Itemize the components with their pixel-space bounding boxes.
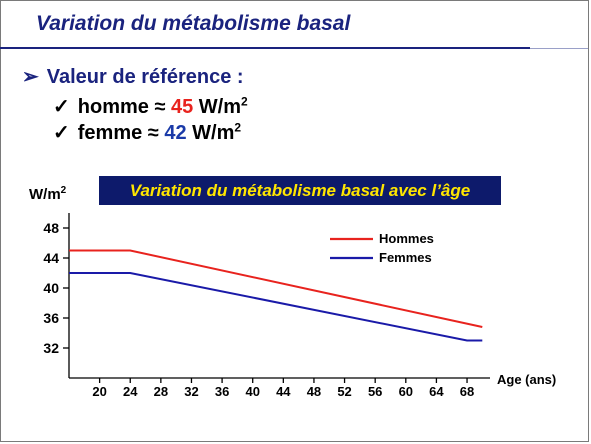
- homme-label: homme ≈: [77, 96, 166, 118]
- femme-unit-exponent: 2: [234, 120, 242, 135]
- bullet-reference: ➢ Valeur de référence :: [22, 64, 244, 89]
- x-tick-label: 40: [245, 384, 259, 399]
- x-tick-label: 48: [307, 384, 321, 399]
- y-tick-label: 36: [43, 310, 59, 326]
- chart-title: Variation du métabolisme basal avec l’âg…: [99, 176, 501, 205]
- title-rule: [0, 47, 530, 49]
- x-tick-label: 52: [337, 384, 351, 399]
- x-tick-label: 24: [123, 384, 138, 399]
- series-line-femmes: [69, 272, 483, 342]
- x-tick-label: 44: [276, 384, 291, 399]
- y-axis-label: W/m2: [29, 185, 66, 203]
- slide-title: Variation du métabolisme basal: [36, 12, 351, 35]
- check-icon: ✓: [53, 96, 70, 118]
- homme-unit-exponent: 2: [241, 94, 248, 109]
- x-tick-label: 56: [368, 384, 382, 399]
- y-tick-label: 48: [43, 220, 59, 236]
- bullet-homme: ✓ homme ≈ 45 W/m2: [53, 94, 248, 119]
- x-tick-label: 20: [92, 384, 106, 399]
- legend-label-hommes: Hommes: [379, 231, 434, 246]
- femme-label: femme ≈: [77, 122, 159, 144]
- arrow-bullet-icon: ➢: [22, 66, 39, 88]
- x-tick-label: 64: [429, 384, 444, 399]
- y-axis-label-text: W/m: [29, 186, 61, 203]
- x-tick-label: 36: [215, 384, 229, 399]
- title-rule-tail: [530, 48, 588, 49]
- y-tick-label: 44: [43, 250, 59, 266]
- homme-value: 45: [170, 96, 194, 118]
- legend-label-femmes: Femmes: [379, 250, 432, 265]
- series-line-hommes: [69, 249, 483, 328]
- x-tick-label: 60: [399, 384, 413, 399]
- x-tick-label: 32: [184, 384, 198, 399]
- check-icon: ✓: [53, 122, 70, 144]
- y-tick-label: 32: [43, 340, 59, 356]
- y-tick-label: 40: [43, 280, 59, 296]
- reference-label: Valeur de référence :: [46, 66, 244, 88]
- femme-unit: W/m: [192, 122, 235, 144]
- y-axis-label-exponent: 2: [60, 185, 67, 196]
- femme-value: 42: [164, 122, 187, 144]
- x-tick-label: 28: [154, 384, 168, 399]
- bullet-femme: ✓ femme ≈ 42 W/m2: [53, 120, 241, 145]
- x-axis-label: Age (ans): [497, 372, 557, 387]
- homme-unit: W/m: [198, 96, 242, 118]
- x-tick-label: 68: [460, 384, 474, 399]
